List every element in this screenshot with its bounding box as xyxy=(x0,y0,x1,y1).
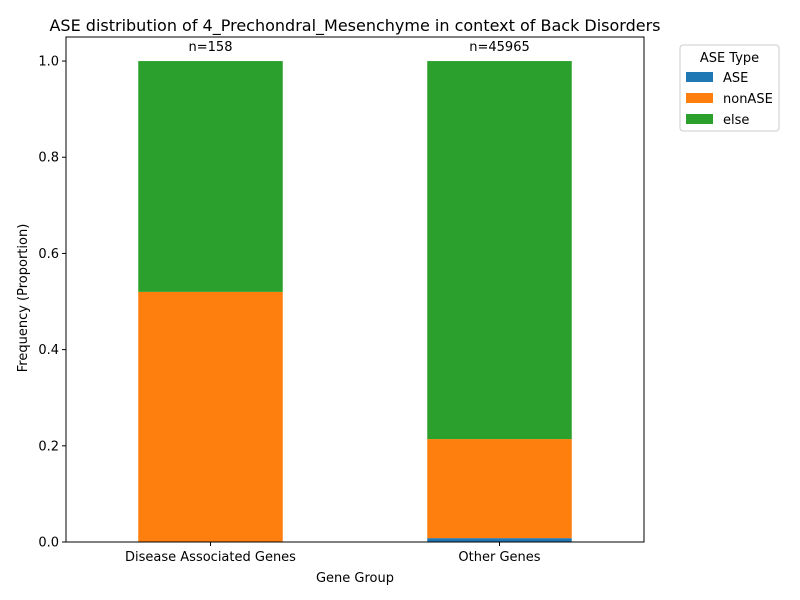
y-tick-label: 0.4 xyxy=(38,343,59,358)
y-tick-label: 0.8 xyxy=(38,151,59,166)
legend-swatch-nonase xyxy=(686,93,713,103)
legend-swatch-ase xyxy=(686,72,713,82)
bars-group: n=158 n=45965 xyxy=(138,40,572,542)
axes-group: Disease Associated Genes Other Genes 0.0 0.… xyxy=(38,36,645,565)
y-tick-label: 0.0 xyxy=(38,536,59,551)
bar-nonase-2 xyxy=(427,439,572,539)
x-tick-label: Other Genes xyxy=(458,550,540,565)
legend-box xyxy=(679,44,780,132)
chart-title: ASE distribution of 4_Prechondral_Mesenc… xyxy=(49,16,660,36)
bar-else-1 xyxy=(138,61,283,292)
x-tick-label: Disease Associated Genes xyxy=(125,550,296,565)
legend-label-nonase: nonASE xyxy=(723,92,773,107)
bar-count-label: n=45965 xyxy=(469,40,530,55)
plot-frame xyxy=(65,36,645,543)
legend-swatch-else xyxy=(686,114,713,124)
legend: ASE Type ASE nonASE else xyxy=(679,44,780,132)
y-tick-label: 1.0 xyxy=(38,55,59,70)
legend-label-ase: ASE xyxy=(723,71,748,86)
x-axis-label: Gene Group xyxy=(316,571,394,586)
bar-ase-2 xyxy=(427,538,572,542)
bar-nonase-1 xyxy=(138,291,283,542)
bar-else-2 xyxy=(427,61,572,440)
legend-title: ASE Type xyxy=(700,51,759,66)
y-axis-label: Frequency (Proportion) xyxy=(16,224,31,373)
y-tick-label: 0.6 xyxy=(38,247,59,262)
legend-label-else: else xyxy=(723,113,749,128)
y-tick-label: 0.2 xyxy=(38,439,59,454)
bar-count-label: n=158 xyxy=(189,40,233,55)
